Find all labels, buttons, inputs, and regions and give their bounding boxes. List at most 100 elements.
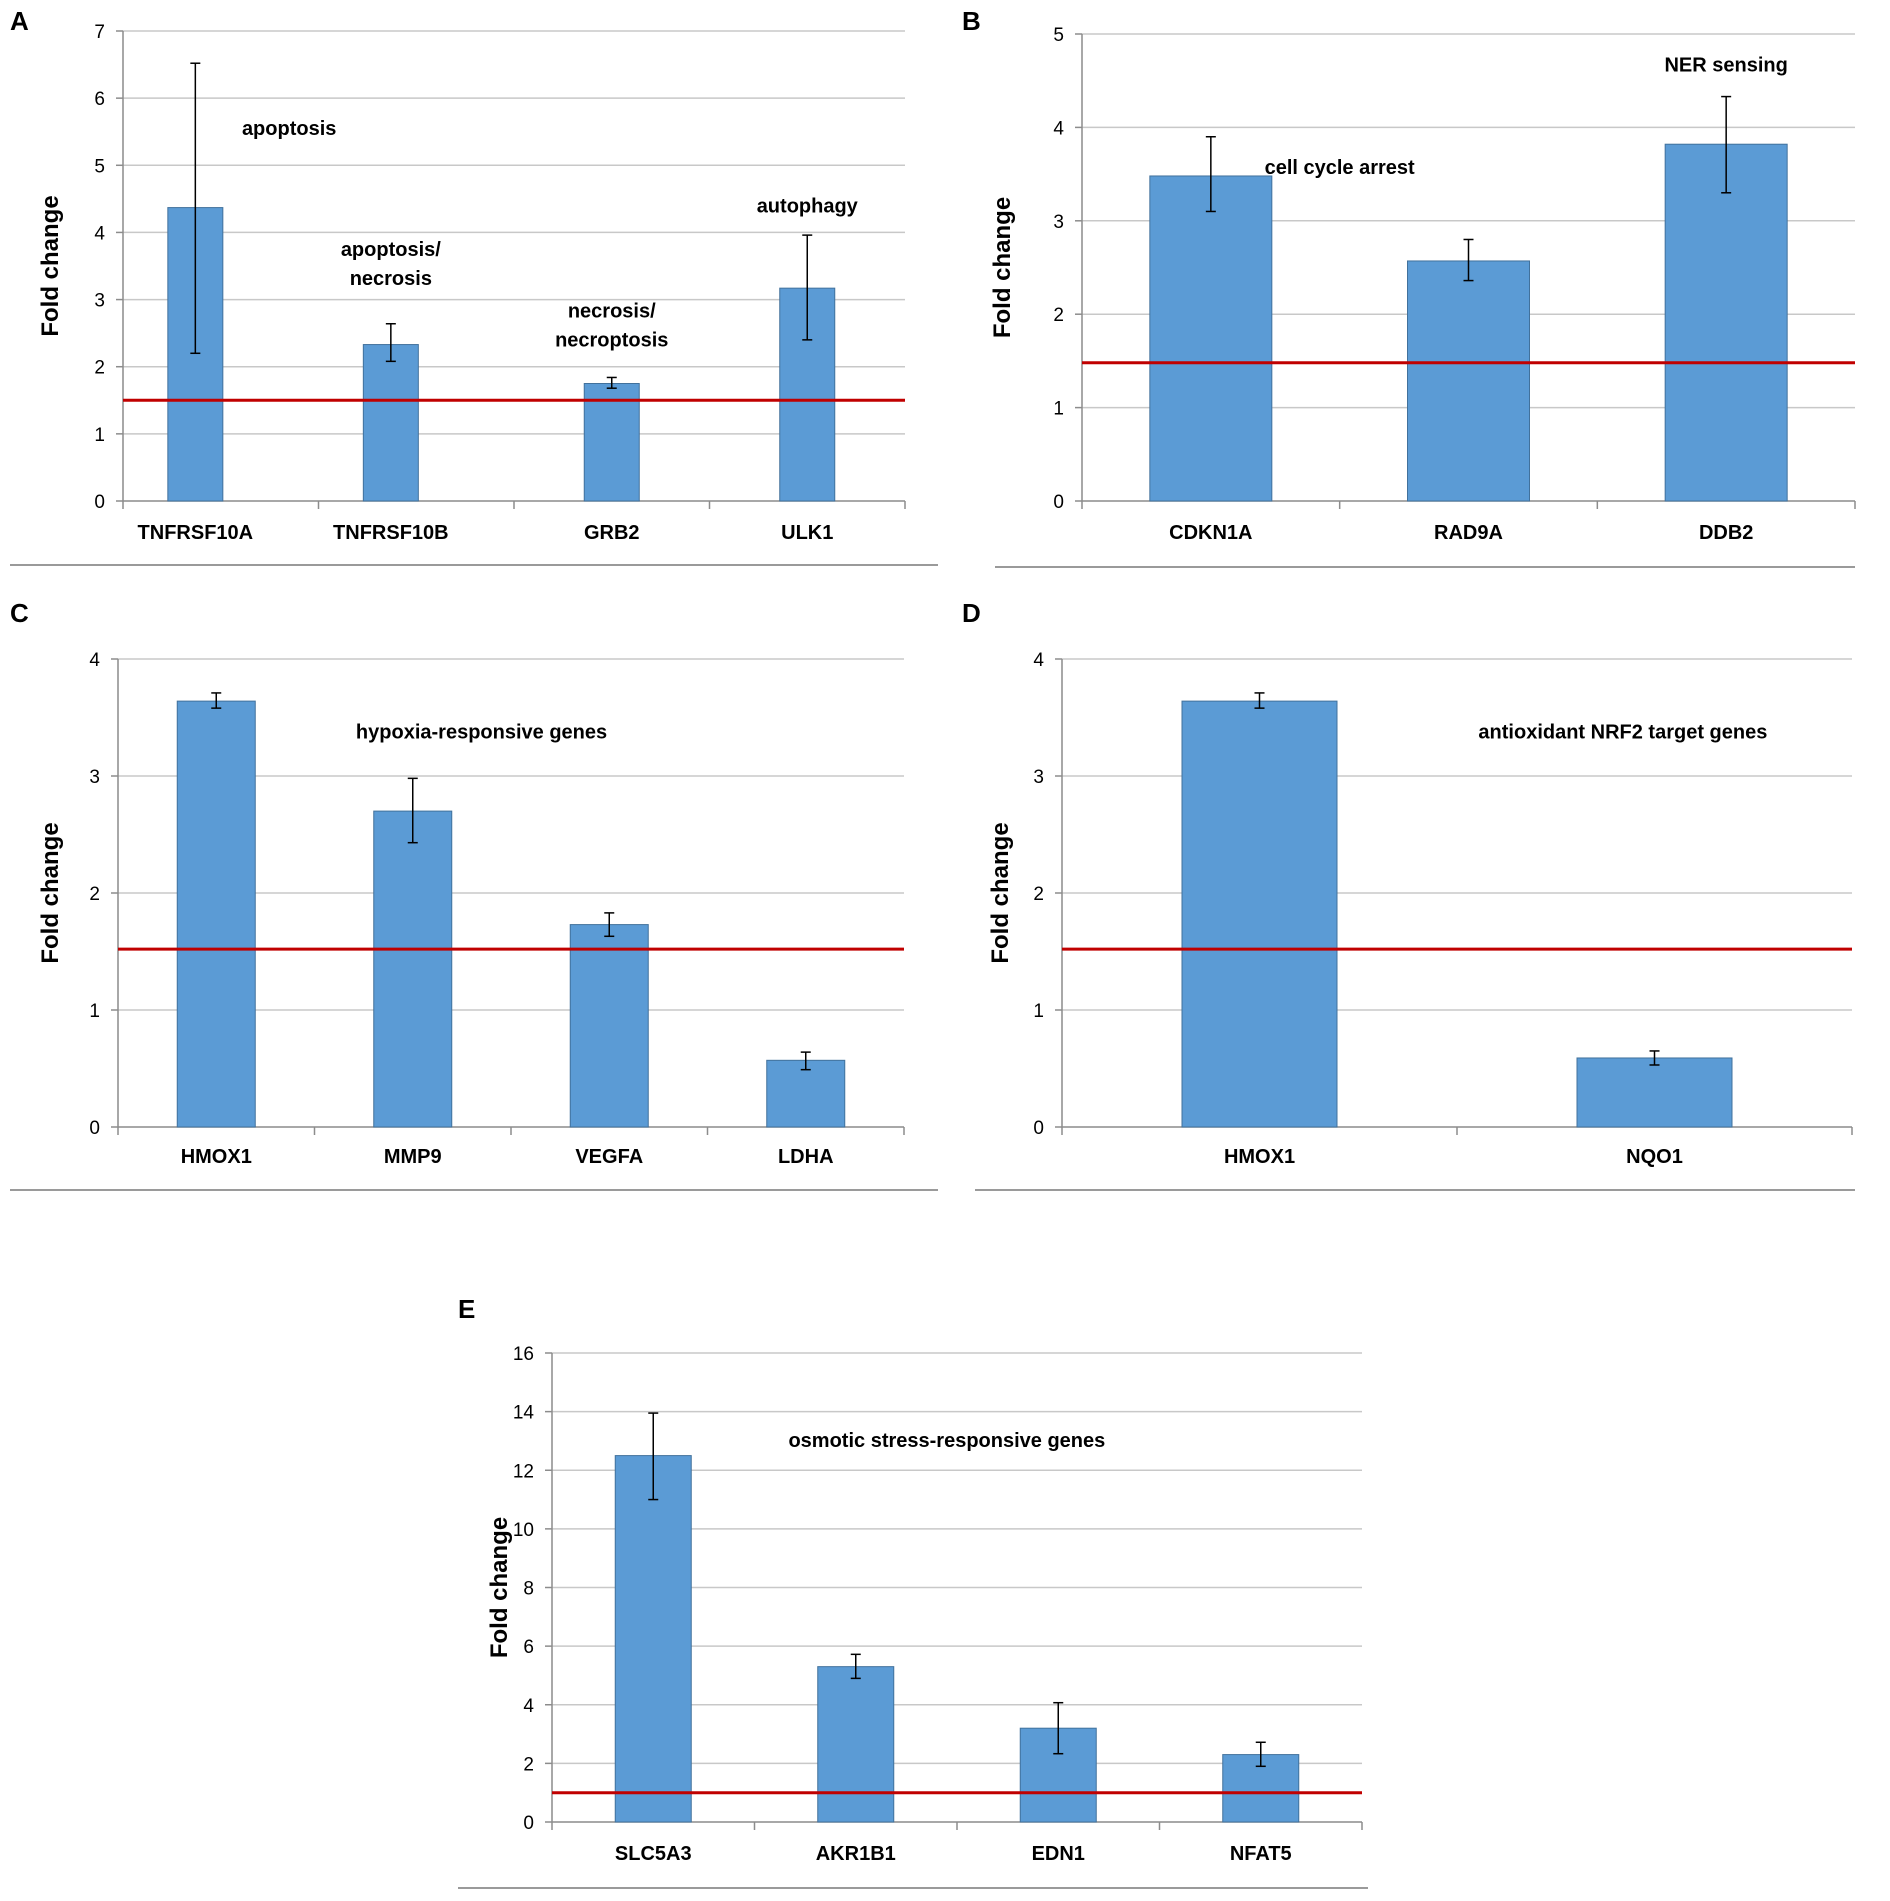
y-tick-label: 0 (94, 492, 105, 513)
annotation: necroptosis (555, 330, 668, 352)
annotation: autophagy (757, 195, 859, 217)
x-category-label: NQO1 (1626, 1146, 1683, 1168)
panel-letter: E (458, 1294, 475, 1324)
error-bar-ldha (800, 1051, 811, 1071)
bar-rad9a (1407, 260, 1530, 502)
x-category-label: EDN1 (1032, 1843, 1085, 1865)
bar-hmox1 (1181, 700, 1338, 1128)
x-category-label: TNFRSF10B (333, 522, 449, 544)
y-tick-label: 4 (1053, 118, 1064, 139)
y-tick-label: 0 (89, 1118, 100, 1139)
error-bar-edn1 (1053, 1701, 1064, 1755)
x-category-label: LDHA (778, 1146, 834, 1168)
annotation: osmotic stress-responsive genes (788, 1430, 1105, 1452)
error-bar-hmox1 (211, 692, 222, 709)
y-tick-label: 4 (94, 223, 105, 244)
y-tick-label: 5 (94, 156, 105, 177)
x-category-label: CDKN1A (1169, 522, 1252, 544)
y-tick-label: 8 (523, 1579, 534, 1600)
y-tick-label: 2 (94, 358, 105, 379)
error-bar-nqo1 (1649, 1050, 1660, 1066)
bar-tnfrsf10b (362, 344, 419, 502)
x-category-label: VEGFA (575, 1146, 643, 1168)
annotation: necrosis (350, 268, 432, 290)
y-tick-label: 0 (523, 1813, 534, 1834)
x-category-label: SLC5A3 (615, 1843, 692, 1865)
bar-ddb2 (1664, 143, 1788, 502)
y-axis-label: Fold change (486, 1517, 513, 1658)
bar-nqo1 (1576, 1057, 1733, 1128)
x-category-label: DDB2 (1699, 522, 1753, 544)
y-tick-label: 1 (1033, 1001, 1044, 1022)
bar-akr1b1 (817, 1666, 895, 1823)
x-category-label: HMOX1 (1224, 1146, 1295, 1168)
bar-hmox1 (176, 700, 256, 1128)
annotation: NER sensing (1664, 54, 1787, 76)
y-tick-label: 1 (89, 1001, 100, 1022)
y-axis-label: Fold change (37, 195, 64, 336)
y-tick-label: 2 (89, 884, 100, 905)
y-axis-label: Fold change (989, 197, 1016, 338)
y-tick-label: 0 (1053, 492, 1064, 513)
error-bar-grb2 (606, 376, 617, 389)
x-category-label: RAD9A (1434, 522, 1503, 544)
error-bar-cdkn1a (1205, 135, 1216, 213)
panel-d: D 0 1 2 3 4 Fold change HMOX1 NQO1 antioxidant NR… (962, 598, 1855, 1191)
y-tick-label: 3 (94, 291, 105, 312)
panel-letter: B (962, 6, 981, 36)
x-category-label: AKR1B1 (816, 1843, 896, 1865)
y-tick-label: 14 (513, 1403, 535, 1424)
y-tick-label: 16 (513, 1344, 534, 1365)
error-bar-nfat5 (1255, 1741, 1266, 1768)
panel-b: B 0 1 2 3 4 5 Fold change CDKN1A RAD9A DDB2 cell cy… (962, 6, 1856, 568)
bar-slc5a3 (614, 1455, 692, 1823)
y-tick-label: 6 (94, 89, 105, 110)
y-tick-label: 5 (1053, 25, 1064, 46)
panel-e: E 0 2 4 6 8 10 12 14 16 Fold change SLC5A3 AKR1B1 EDN… (458, 1294, 1368, 1889)
panel-letter: A (10, 6, 29, 36)
y-tick-label: 2 (1053, 305, 1064, 326)
x-category-label: NFAT5 (1230, 1843, 1292, 1865)
y-tick-label: 6 (523, 1637, 534, 1658)
x-category-label: TNFRSF10A (138, 522, 254, 544)
bar-grb2 (583, 383, 640, 502)
y-tick-label: 3 (89, 767, 100, 788)
y-tick-label: 12 (513, 1461, 534, 1482)
error-bar-tnfrsf10b (385, 322, 396, 363)
y-tick-label: 2 (1033, 884, 1044, 905)
x-category-label: GRB2 (584, 522, 640, 544)
error-bar-ulk1 (802, 234, 813, 341)
x-category-label: ULK1 (781, 522, 833, 544)
y-tick-label: 3 (1053, 212, 1064, 233)
y-tick-label: 4 (523, 1696, 534, 1717)
y-axis-label: Fold change (37, 822, 64, 963)
x-category-label: HMOX1 (181, 1146, 252, 1168)
error-bar-mmp9 (407, 777, 418, 844)
annotation: antioxidant NRF2 target genes (1478, 722, 1767, 744)
y-tick-label: 2 (523, 1754, 534, 1775)
bar-cdkn1a (1149, 175, 1273, 502)
error-bar-hmox1 (1254, 692, 1265, 709)
error-bar-tnfrsf10a (190, 62, 201, 355)
annotation: hypoxia-responsive genes (356, 722, 607, 744)
panel-letter: C (10, 598, 29, 628)
y-axis-label: Fold change (987, 822, 1014, 963)
annotation: necrosis/ (568, 301, 656, 323)
error-bar-ddb2 (1721, 95, 1732, 194)
y-tick-label: 7 (94, 22, 105, 43)
panel-letter: D (962, 598, 981, 628)
y-tick-label: 10 (513, 1520, 534, 1541)
error-bar-rad9a (1463, 238, 1474, 282)
error-bar-vegfa (604, 912, 615, 938)
bar-mmp9 (373, 810, 453, 1128)
x-category-label: MMP9 (384, 1146, 442, 1168)
annotation: apoptosis (242, 118, 336, 140)
y-tick-label: 1 (1053, 399, 1064, 420)
bar-vegfa (569, 924, 649, 1128)
y-tick-label: 3 (1033, 767, 1044, 788)
y-tick-label: 4 (1033, 650, 1044, 671)
y-tick-label: 4 (89, 650, 100, 671)
y-tick-label: 0 (1033, 1118, 1044, 1139)
annotation: apoptosis/ (341, 239, 441, 261)
